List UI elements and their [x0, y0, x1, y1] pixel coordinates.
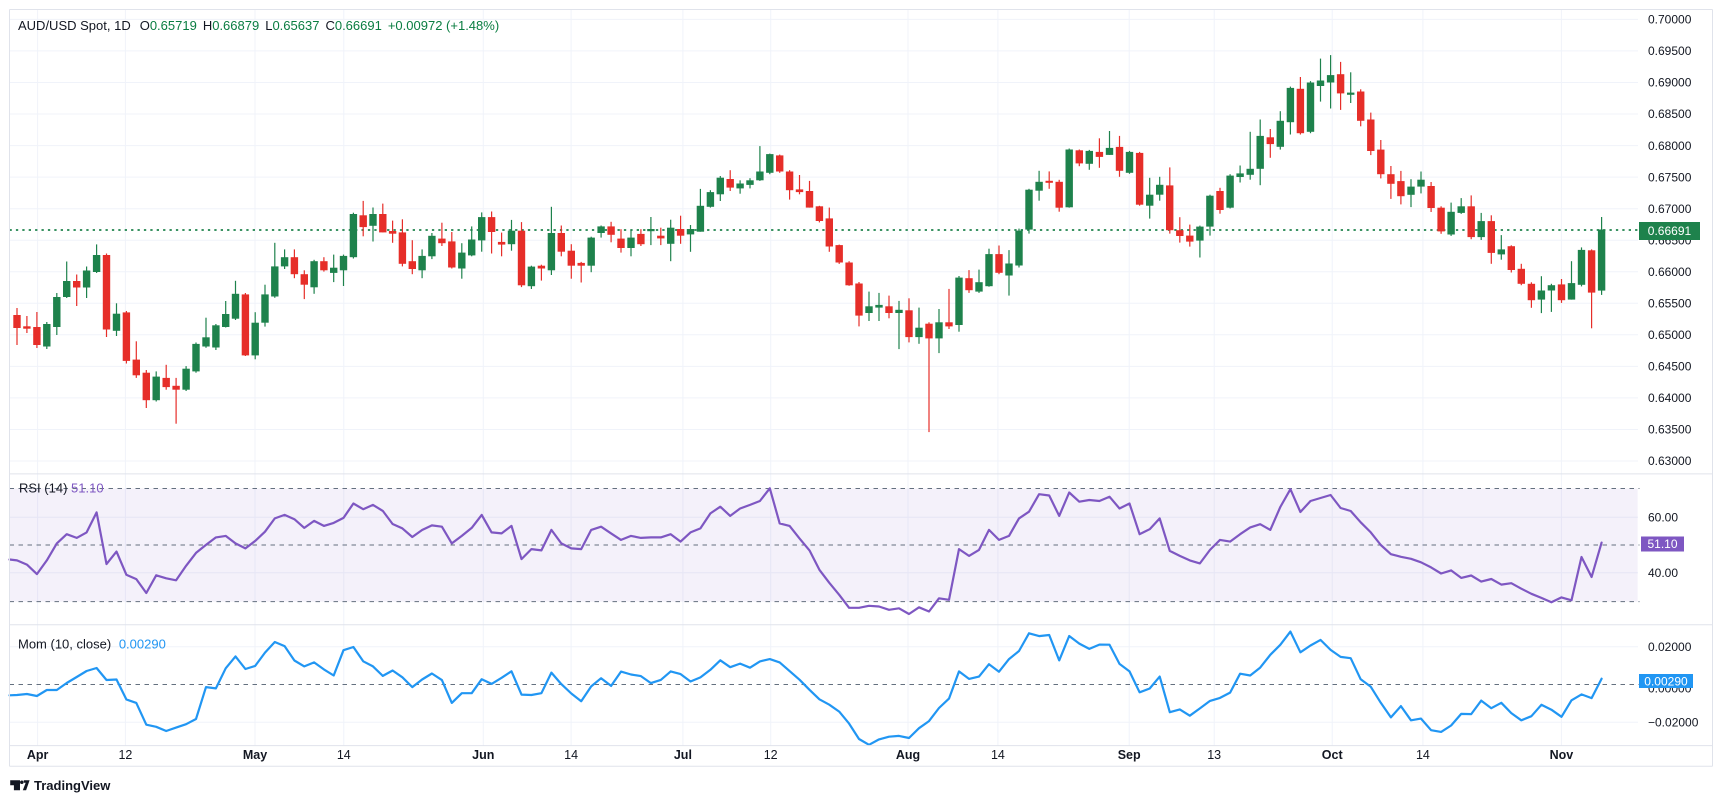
svg-text:51.10: 51.10 [1647, 537, 1677, 551]
svg-text:0.00290: 0.00290 [1644, 674, 1688, 688]
svg-text:0.65500: 0.65500 [1648, 297, 1692, 311]
svg-text:RSI (14) 51.10: RSI (14) 51.10 [19, 481, 104, 496]
svg-text:12: 12 [764, 748, 778, 762]
svg-text:Mom (10, close) 0.00290: Mom (10, close) 0.00290 [18, 637, 166, 652]
svg-text:14: 14 [564, 748, 578, 762]
svg-text:0.02000: 0.02000 [1648, 640, 1692, 654]
svg-text:14: 14 [1416, 748, 1430, 762]
svg-text:0.64500: 0.64500 [1648, 360, 1692, 374]
svg-text:0.69000: 0.69000 [1648, 76, 1692, 90]
svg-text:0.63000: 0.63000 [1648, 454, 1692, 468]
svg-text:Oct: Oct [1322, 748, 1344, 762]
svg-text:0.65000: 0.65000 [1648, 328, 1692, 342]
svg-text:14: 14 [991, 748, 1005, 762]
svg-text:12: 12 [118, 748, 132, 762]
svg-text:14: 14 [337, 748, 351, 762]
svg-text:0.67500: 0.67500 [1648, 170, 1692, 184]
svg-text:0.69500: 0.69500 [1648, 44, 1692, 58]
svg-text:13: 13 [1207, 748, 1221, 762]
svg-text:May: May [243, 748, 267, 762]
svg-text:0.67000: 0.67000 [1648, 202, 1692, 216]
svg-text:Jun: Jun [472, 748, 494, 762]
svg-text:0.70000: 0.70000 [1648, 13, 1692, 27]
svg-text:40.00: 40.00 [1648, 566, 1678, 580]
svg-text:Nov: Nov [1550, 748, 1574, 762]
svg-text:Apr: Apr [27, 748, 49, 762]
svg-text:−0.02000: −0.02000 [1648, 715, 1699, 729]
svg-text:Aug: Aug [896, 748, 920, 762]
svg-text:Sep: Sep [1118, 748, 1141, 762]
svg-text:0.66000: 0.66000 [1648, 265, 1692, 279]
svg-text:0.64000: 0.64000 [1648, 391, 1692, 405]
svg-text:0.63500: 0.63500 [1648, 423, 1692, 437]
svg-text:60.00: 60.00 [1648, 511, 1678, 525]
svg-text:TradingView: TradingView [34, 778, 111, 793]
svg-text:0.66691: 0.66691 [1648, 224, 1692, 238]
svg-text:0.68000: 0.68000 [1648, 139, 1692, 153]
svg-text:0.68500: 0.68500 [1648, 107, 1692, 121]
svg-text:Jul: Jul [674, 748, 692, 762]
